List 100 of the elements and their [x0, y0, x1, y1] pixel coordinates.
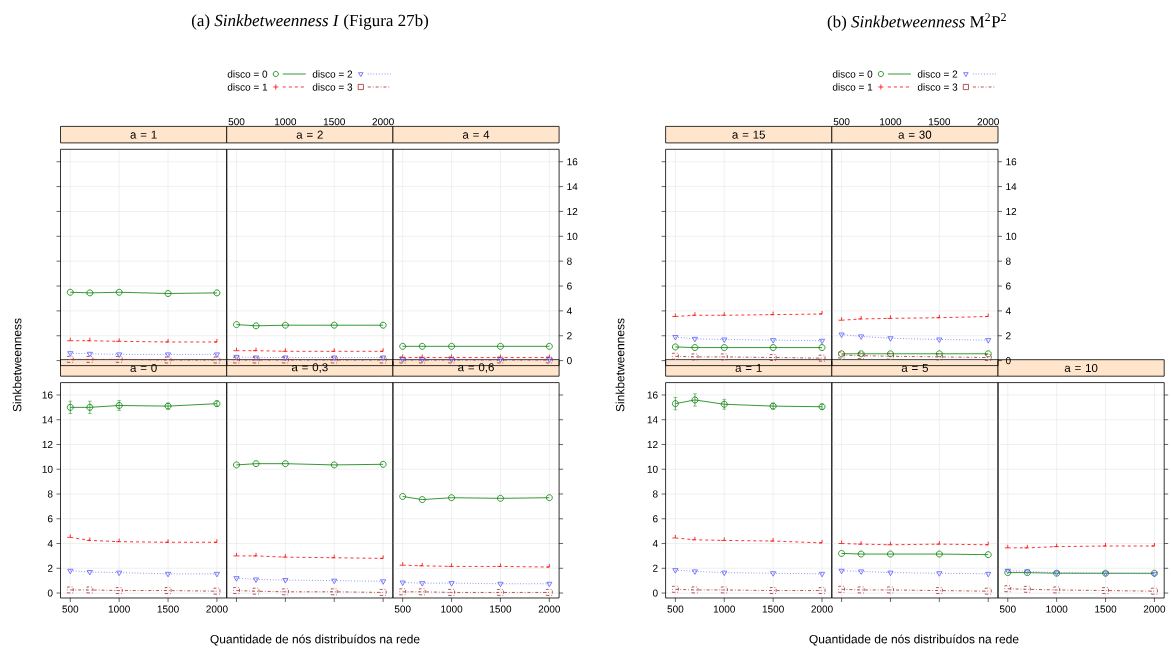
point — [497, 589, 504, 596]
point — [720, 586, 728, 594]
point — [818, 344, 826, 351]
point — [818, 354, 826, 362]
point — [233, 461, 240, 469]
point — [1004, 585, 1012, 593]
point — [164, 587, 172, 594]
y-tick-label: 2 — [567, 332, 572, 340]
x-tick-label: 1000 — [713, 605, 735, 613]
y-tick-label: 14 — [42, 416, 53, 424]
y-tick-label: 6 — [47, 515, 53, 523]
point — [213, 352, 220, 358]
point — [419, 581, 426, 587]
chart-title: a = 0,6 — [458, 363, 494, 373]
point — [252, 322, 260, 330]
point — [497, 494, 504, 502]
x-tick-label: 500 — [833, 118, 850, 126]
point — [857, 586, 865, 594]
point — [448, 581, 455, 587]
point — [857, 550, 865, 558]
chart-title: a = 2 — [296, 130, 323, 139]
point — [213, 571, 220, 578]
point — [769, 354, 777, 361]
y-tick-label: 16 — [1006, 158, 1017, 166]
chart-title: a = 4 — [462, 130, 490, 139]
y-tick-label: 10 — [647, 465, 658, 473]
text: Sinkbetweenness — [615, 318, 625, 412]
x-tick-label: 1500 — [928, 118, 951, 126]
y-tick-label: 16 — [647, 391, 658, 399]
legend-label: disco = 0 — [832, 70, 873, 78]
y-tick-label: 6 — [1006, 282, 1011, 290]
y-tick-label: 8 — [47, 490, 53, 498]
y-tick-label: 14 — [567, 183, 578, 191]
y-tick-label: 4 — [566, 307, 572, 315]
point — [984, 350, 992, 358]
point — [838, 550, 845, 557]
point — [935, 587, 943, 594]
point — [164, 356, 172, 364]
point — [720, 353, 728, 361]
x-tick-label: 2000 — [1143, 605, 1166, 613]
point — [86, 586, 94, 594]
legend-label: disco = 3 — [312, 83, 353, 91]
x-tick-label: 2000 — [538, 605, 561, 613]
point — [448, 589, 455, 596]
point — [721, 570, 728, 577]
y-tick-label: 2 — [653, 564, 658, 572]
point — [66, 355, 74, 363]
y-tick-label: 10 — [42, 465, 53, 473]
point — [1102, 587, 1109, 594]
x-tick-label: 2000 — [206, 605, 228, 613]
chart-title: a = 1 — [130, 130, 157, 139]
text: Quantidade de nós distribuídos na rede — [809, 634, 1019, 646]
point — [887, 336, 894, 342]
point — [253, 577, 260, 583]
text: (b) Sinkbetweenness M$^{2}$P$^{2}$ — [827, 13, 1006, 31]
x-tick-label: 500 — [228, 118, 245, 126]
x-tick-label: 500 — [62, 605, 79, 613]
point — [379, 321, 387, 329]
y-tick-label: 12 — [42, 441, 53, 448]
point — [67, 568, 74, 575]
chart-title: a = 15 — [732, 130, 765, 139]
x-tick-label: 1000 — [108, 605, 130, 613]
point — [985, 338, 992, 344]
point — [380, 579, 387, 585]
point — [887, 570, 894, 577]
point — [984, 587, 992, 595]
point — [985, 571, 992, 578]
x-tick-label: 2000 — [811, 605, 833, 613]
point — [770, 571, 777, 577]
point — [769, 344, 777, 351]
point — [671, 585, 679, 593]
point — [838, 585, 845, 593]
point — [672, 568, 679, 574]
point — [165, 571, 172, 578]
point — [418, 496, 426, 503]
x-tick-label: 1000 — [880, 118, 902, 126]
legend-label: disco = 1 — [227, 83, 268, 91]
point — [691, 396, 699, 404]
point — [66, 586, 74, 594]
point — [936, 571, 943, 577]
text: Quantidade de nós distribuídos na rede — [210, 634, 420, 646]
y-tick-label: 4 — [47, 540, 53, 547]
point — [721, 337, 728, 343]
point — [497, 581, 504, 588]
chart-title: a = 10 — [1064, 363, 1098, 373]
point — [838, 568, 845, 575]
point — [672, 335, 679, 341]
point — [213, 289, 221, 297]
point — [331, 578, 338, 585]
y-tick-label: 2 — [47, 564, 53, 572]
point — [448, 494, 455, 502]
y-tick-label: 10 — [1006, 232, 1017, 240]
y-tick-label: 0 — [47, 589, 53, 597]
legend-label: disco = 2 — [312, 70, 353, 78]
y-tick-label: 0 — [567, 357, 572, 365]
point — [418, 588, 426, 596]
chart-title: a = 30 — [898, 130, 932, 139]
point — [1053, 586, 1061, 594]
point — [691, 353, 699, 361]
point — [86, 403, 94, 411]
